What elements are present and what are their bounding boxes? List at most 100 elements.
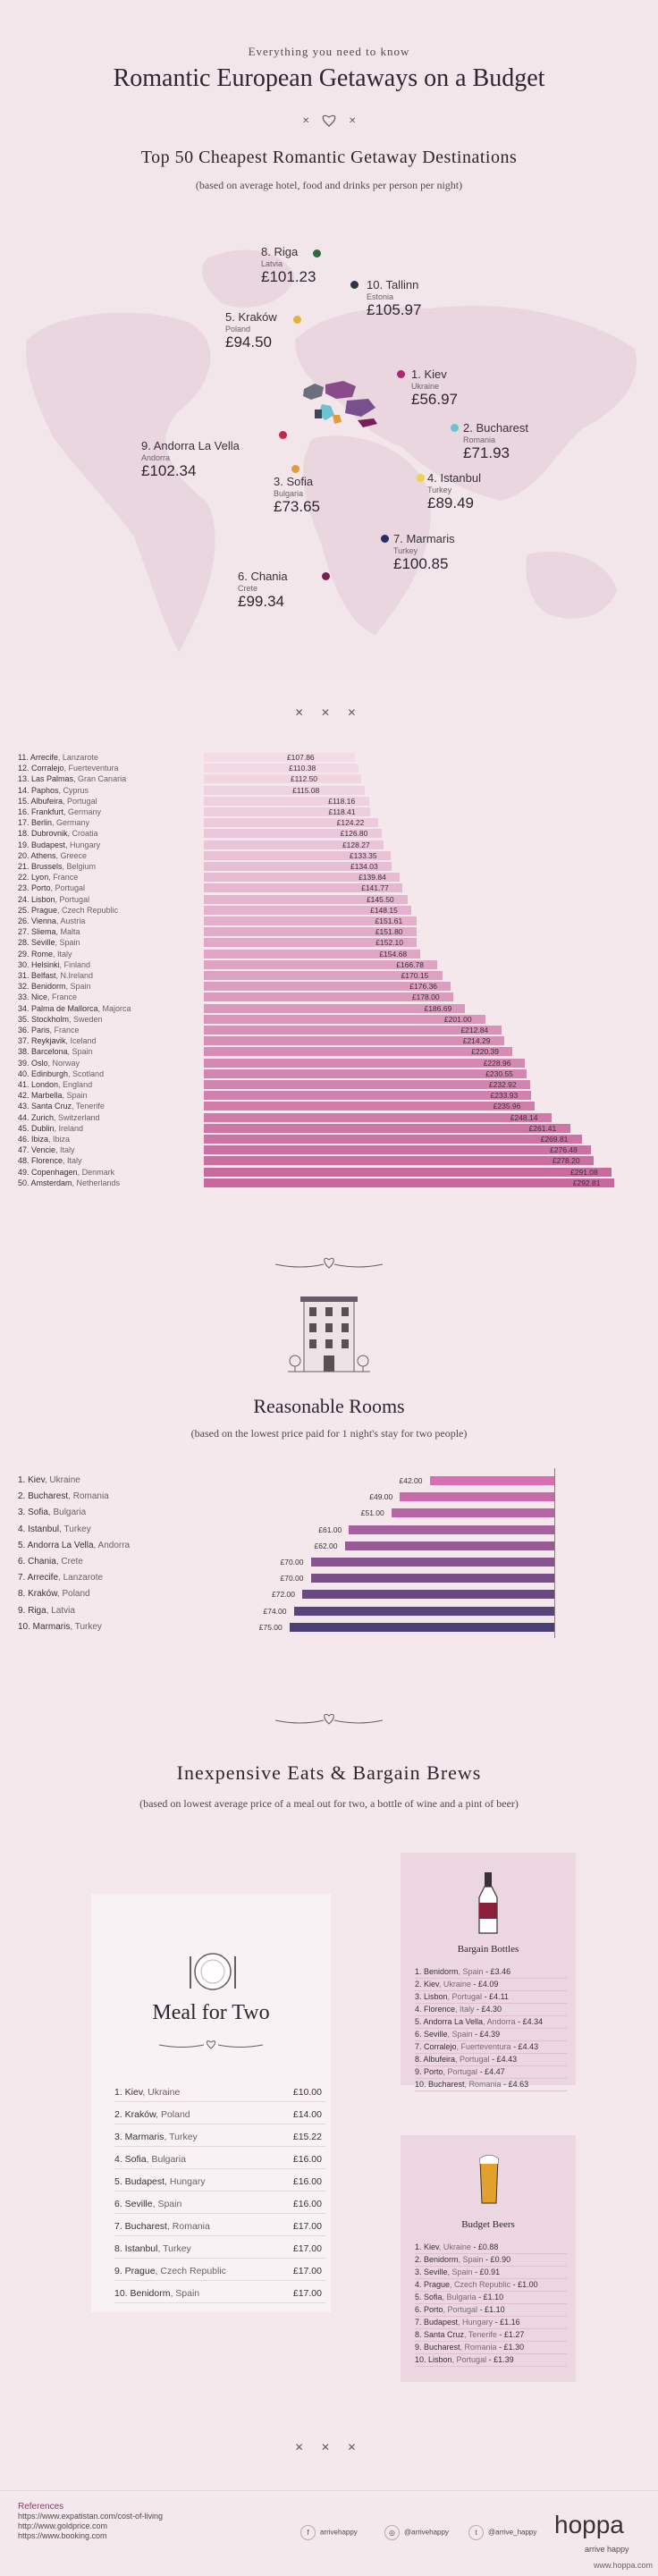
meal-country: , Czech Republic	[155, 2266, 226, 2276]
rank-row: 23. Porto, Portugal £141.77	[18, 883, 644, 893]
side-country: , Spain	[447, 2030, 473, 2039]
destination-country: Estonia	[367, 291, 394, 301]
social-twitter[interactable]: t @arrive_happy	[468, 2525, 536, 2540]
room-label: 5. Andorra La Vella, Andorra	[18, 1539, 130, 1553]
side-price: - £1.16	[493, 2318, 520, 2327]
side-row: 7. Corralejo, Fuerteventura - £4.43	[415, 2040, 567, 2054]
rank-country: , Czech Republic	[57, 905, 119, 915]
rank-bar	[204, 774, 362, 784]
heart-divider-icon: ✕ ✕	[302, 114, 356, 127]
facebook-icon: f	[300, 2525, 316, 2540]
rank-bar	[204, 894, 408, 904]
side-country: , Fuerteventura	[456, 2042, 511, 2051]
rank-label: 22. Lyon, France	[18, 873, 78, 883]
reference-link[interactable]: https://www.expatistan.com/cost-of-livin…	[18, 2512, 164, 2521]
rank-value-label: £212.84	[460, 1026, 489, 1035]
side-country: , Portugal	[455, 2055, 490, 2064]
side-country: , Spain	[458, 1967, 484, 1976]
wine-bottle-icon	[478, 1872, 498, 1934]
rank-value-label: £141.77	[361, 883, 389, 893]
room-label: 6. Chania, Crete	[18, 1555, 83, 1569]
side-price: - £1.39	[486, 2355, 514, 2364]
room-label: 7. Arrecife, Lanzarote	[18, 1571, 103, 1585]
rank-value-label: £124.22	[336, 818, 365, 828]
rank-country: , Sweden	[69, 1014, 103, 1024]
rank-city: 42. Marbella	[18, 1091, 63, 1101]
destination-price: £101.23	[261, 268, 316, 286]
rank-city: 28. Seville	[18, 938, 55, 948]
rank-row: 40. Edinburgh, Scotland £230.55	[18, 1068, 644, 1079]
rank-row: 12. Corralejo, Fuerteventura £110.38	[18, 764, 644, 773]
meal-row: 9. Prague, Czech Republic £17.00	[114, 2262, 325, 2281]
rank-label: 27. Sliema, Malta	[18, 927, 80, 937]
rank-value-label: £151.61	[375, 916, 403, 925]
rank-value-label: £145.50	[366, 894, 394, 904]
social-instagram[interactable]: ◎ @arrivehappy	[384, 2525, 449, 2540]
side-row: 4. Florence, Italy - £4.30	[415, 2003, 567, 2016]
side-price: - £0.88	[470, 2242, 499, 2251]
meal-country: , Spain	[152, 2199, 182, 2209]
rank-bar	[204, 1123, 570, 1133]
rank-country: , Germany	[63, 807, 102, 816]
rank-bar	[204, 1003, 466, 1013]
rank-row: 18. Dubrovnik, Croatia £126.80	[18, 829, 644, 839]
rank-country: , Croatia	[67, 829, 98, 839]
rank-city: 23. Porto	[18, 883, 51, 893]
rank-city: 21. Brussels	[18, 862, 63, 871]
side-city: 10. Bucharest	[415, 2080, 465, 2089]
meal-city: 8. Istanbul	[114, 2243, 158, 2254]
rank-country: , Netherlands	[72, 1178, 121, 1187]
rank-bar	[204, 1167, 612, 1177]
destination-name: 9. Andorra La Vella	[141, 439, 240, 452]
destination-riga: 8. Riga Latvia £101.23	[261, 245, 316, 286]
side-row: 8. Albufeira, Portugal - £4.43	[415, 2053, 567, 2066]
rooms-chart: 1. Kiev, Ukraine £42.00 2. Bucharest, Roma…	[0, 1468, 658, 1652]
rank-value-label: £118.16	[328, 796, 356, 806]
rank-bar	[204, 1036, 504, 1046]
side-country: , Portugal	[447, 1992, 483, 2001]
meal-price: £15.22	[292, 2132, 322, 2142]
room-value-label: £74.00	[263, 1606, 287, 1616]
destination-country: Turkey	[393, 545, 418, 555]
rank-country: , Lanzarote	[57, 753, 98, 762]
hoppa-logo[interactable]: hoppa	[554, 2511, 624, 2538]
rank-country: , Portugal	[50, 883, 86, 893]
rank-bar	[204, 818, 378, 828]
room-city: 8. Kraków	[18, 1589, 57, 1600]
rank-bar	[204, 1145, 592, 1155]
side-price: - £0.91	[472, 2268, 501, 2276]
section-separator: ✕ ✕ ✕	[294, 706, 364, 719]
rank-row: 32. Benidorm, Spain £176.36	[18, 982, 644, 992]
rank-city: 15. Albufeira	[18, 796, 63, 806]
meal-price: £16.00	[292, 2176, 322, 2187]
rank-label: 16. Frankfurt, Germany	[18, 807, 101, 817]
rank-label: 17. Berlin, Germany	[18, 818, 89, 828]
meal-country: , Spain	[170, 2288, 200, 2299]
rank-country: , Majorca	[97, 1003, 131, 1013]
reference-link[interactable]: https://www.booking.com	[18, 2531, 107, 2540]
rank-bar	[204, 1047, 513, 1057]
instagram-icon: ◎	[384, 2525, 400, 2540]
rank-city: 36. Paris	[18, 1026, 50, 1035]
reference-link[interactable]: http://www.goldprice.com	[18, 2521, 108, 2530]
rank-label: 24. Lisbon, Portugal	[18, 895, 89, 905]
rank-country: , Portugal	[55, 894, 90, 904]
meal-row: 10. Benidorm, Spain £17.00	[114, 2285, 325, 2303]
side-price: - £4.09	[470, 1980, 499, 1989]
rank-country: , Ireland	[54, 1123, 84, 1133]
side-city: 10. Lisbon	[415, 2355, 452, 2364]
section-title-top50: Top 50 Cheapest Romantic Getaway Destina…	[140, 148, 518, 167]
social-label: @arrive_happy	[488, 2528, 537, 2537]
rank-value-label: £278.20	[552, 1156, 580, 1166]
room-label: 9. Riga, Latvia	[18, 1604, 75, 1618]
plate-cutlery-icon	[190, 1953, 236, 1990]
rank-value-label: £112.50	[290, 774, 318, 784]
website-link[interactable]: www.hoppa.com	[594, 2561, 654, 2570]
room-bar	[429, 1476, 554, 1485]
rank-bar	[204, 992, 453, 1002]
rank-label: 11. Arrecife, Lanzarote	[18, 753, 98, 763]
rank-country: , Gran Canaria	[73, 774, 127, 784]
side-row: 7. Budapest, Hungary - £1.16	[415, 2316, 567, 2329]
social-facebook[interactable]: f arrivehappy	[300, 2525, 358, 2540]
rank-bar	[204, 938, 418, 948]
